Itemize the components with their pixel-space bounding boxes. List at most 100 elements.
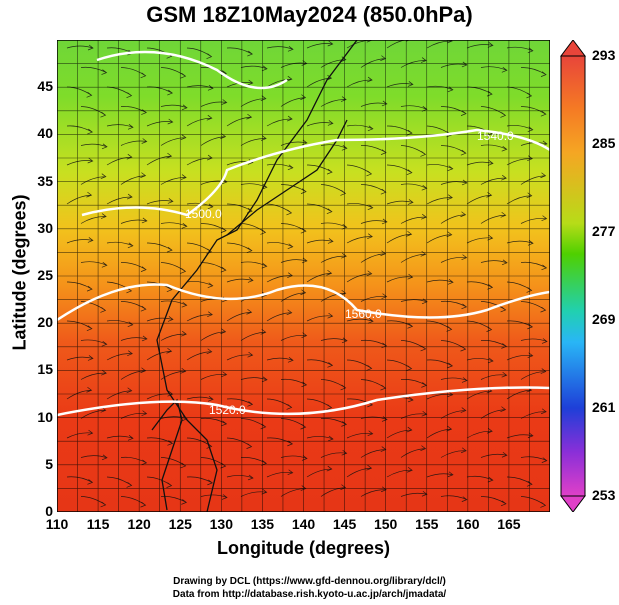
- streamline: [520, 67, 547, 77]
- streamline: [120, 67, 147, 79]
- streamline: [440, 495, 468, 502]
- height-contours: [57, 50, 550, 417]
- streamline: [320, 96, 347, 107]
- streamline: [346, 430, 374, 439]
- x-tick-label: 165: [497, 516, 521, 532]
- streamline: [266, 203, 293, 216]
- streamline: [480, 211, 507, 224]
- streamline: [160, 222, 188, 229]
- streamline: [426, 194, 453, 205]
- streamline: [480, 259, 508, 266]
- streamline: [146, 152, 173, 166]
- streamline: [160, 174, 187, 185]
- y-tick-label: 0: [45, 503, 53, 519]
- grid-lines: [57, 40, 550, 512]
- streamline: [106, 193, 133, 205]
- streamline: [520, 338, 548, 344]
- streamline: [160, 300, 188, 308]
- streamline: [306, 238, 334, 244]
- streamline: [80, 66, 108, 75]
- streamline: [160, 104, 188, 111]
- streamline: [346, 164, 373, 177]
- streamline: [466, 234, 494, 244]
- streamline: [106, 124, 134, 130]
- streamline: [426, 359, 454, 369]
- streamline: [80, 369, 107, 380]
- streamline: [520, 496, 547, 508]
- streamline: [226, 437, 253, 449]
- streamline: [386, 199, 414, 205]
- streamline: [480, 301, 507, 313]
- contour-label: 1540.0: [477, 129, 514, 143]
- colorbar-top-arrow: [560, 40, 586, 57]
- streamline: [106, 241, 134, 249]
- streamline: [80, 454, 108, 461]
- streamline: [266, 75, 293, 88]
- streamline: [360, 145, 387, 155]
- streamline: [200, 494, 228, 500]
- streamline: [466, 160, 494, 166]
- streamline: [80, 496, 107, 508]
- streamline: [520, 456, 548, 463]
- streamline: [426, 425, 453, 439]
- streamline: [186, 114, 213, 127]
- x-tick-label: 155: [415, 516, 439, 532]
- streamline: [440, 106, 467, 116]
- streamline: [466, 475, 494, 483]
- streamline: [186, 396, 214, 402]
- credit-line-1: Drawing by DCL (https://www.gfd-dennou.o…: [173, 576, 446, 587]
- credit-line-2: Data from http://database.rish.kyoto-u.a…: [172, 589, 447, 600]
- streamline: [266, 437, 294, 447]
- streamline: [426, 471, 454, 478]
- streamline: [240, 261, 268, 269]
- y-tick-label: 30: [37, 219, 53, 236]
- streamline: [266, 46, 294, 52]
- streamline: [160, 134, 187, 146]
- streamline: [426, 85, 454, 93]
- streamline: [80, 106, 107, 118]
- streamline: [226, 113, 253, 127]
- coastlines: [151, 40, 358, 512]
- streamline: [440, 407, 467, 419]
- streamline: [440, 145, 467, 156]
- streamline: [320, 418, 348, 427]
- streamline: [186, 311, 213, 322]
- streamline: [386, 359, 413, 371]
- streamline: [200, 371, 228, 380]
- streamline: [426, 164, 454, 172]
- streamline: [306, 435, 334, 442]
- x-tick-label: 150: [373, 516, 398, 532]
- streamline: [480, 174, 507, 185]
- streamline: [120, 217, 148, 224]
- streamline: [226, 47, 253, 57]
- streamline: [440, 61, 468, 68]
- streamline: [306, 312, 334, 322]
- streamline: [480, 340, 508, 349]
- streamline: [266, 398, 293, 410]
- streamline: [66, 476, 94, 485]
- x-axis-label: Longitude (degrees): [216, 538, 390, 558]
- temperature-wind-map: 1560.0 1520.0 1540.0 1500.0: [57, 40, 550, 512]
- streamline: [426, 40, 453, 49]
- streamline: [426, 391, 454, 400]
- streamline: [466, 42, 494, 49]
- streamline: [106, 281, 133, 294]
- streamline: [200, 99, 228, 107]
- streamline: [400, 145, 427, 157]
- streamline: [66, 237, 94, 244]
- streamline: [360, 100, 388, 107]
- streamline: [66, 429, 94, 439]
- streamline: [480, 406, 507, 419]
- streamline: [306, 465, 333, 478]
- streamline: [346, 203, 374, 211]
- streamline: [386, 81, 414, 88]
- contour-label: 1500.0: [185, 207, 222, 221]
- streamline: [400, 57, 427, 68]
- streamline: [120, 456, 148, 466]
- streamline: [106, 476, 133, 488]
- streamline: [186, 202, 214, 210]
- streamline: [200, 417, 228, 427]
- x-tick-label: 135: [250, 516, 275, 532]
- streamline: [306, 203, 333, 214]
- streamline: [80, 301, 107, 313]
